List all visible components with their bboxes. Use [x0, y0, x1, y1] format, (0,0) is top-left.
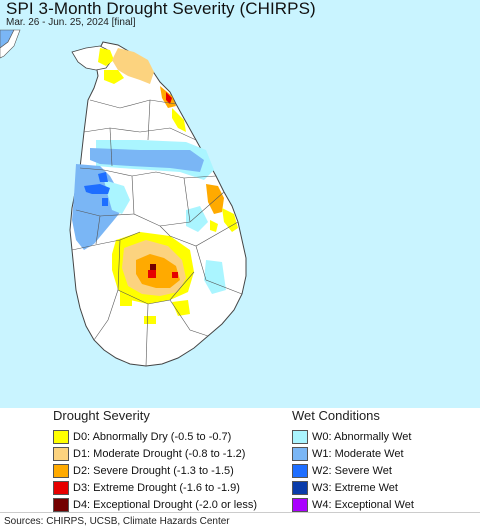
- drought-legend-item: D3: Extreme Drought (-1.6 to -1.9): [53, 480, 257, 496]
- source-credit: Sources: CHIRPS, UCSB, Climate Hazards C…: [4, 516, 230, 527]
- drought-legend-item: D4: Exceptional Drought (-2.0 or less): [53, 497, 257, 513]
- northeast-drought-d0: [172, 108, 186, 132]
- wet-legend-title: Wet Conditions: [292, 408, 380, 423]
- wet-legend-item: W1: Moderate Wet: [292, 446, 414, 462]
- wet-legend-item: W3: Extreme Wet: [292, 480, 414, 496]
- sri-lanka-map: [0, 29, 247, 367]
- east-drought-d0-b: [210, 220, 218, 232]
- west-wet-w2-c: [102, 198, 108, 206]
- district-boundaries: [71, 99, 243, 367]
- wet-legend-item: W2: Severe Wet: [292, 463, 414, 479]
- map-title: SPI 3-Month Drought Severity (CHIRPS): [6, 0, 316, 18]
- wet-legend-item: W0: Abnormally Wet: [292, 429, 414, 445]
- wet-legend: Wet Conditions W0: Abnormally Wet W1: Mod…: [292, 408, 414, 514]
- drought-legend-label: D1: Moderate Drought (-0.8 to -1.2): [73, 448, 246, 460]
- north-drought-d0: [104, 70, 124, 84]
- drought-legend-item: D0: Abnormally Dry (-0.5 to -0.7): [53, 429, 257, 445]
- wet-legend-item: W4: Exceptional Wet: [292, 497, 414, 513]
- drought-legend-item: D2: Severe Drought (-1.3 to -1.5): [53, 463, 257, 479]
- central-drought-d4: [150, 264, 156, 270]
- drought-legend-label: D4: Exceptional Drought (-2.0 or less): [73, 499, 258, 511]
- footer: Sources: CHIRPS, UCSB, Climate Hazards C…: [0, 512, 480, 530]
- drought-swatch: [53, 430, 69, 444]
- northeast-drought-d3: [166, 92, 172, 104]
- island-outline: [69, 41, 247, 367]
- south-drought-d0-a: [120, 292, 132, 306]
- north-drought-d1: [112, 48, 154, 84]
- wet-legend-label: W0: Abnormally Wet: [312, 431, 412, 443]
- map-area: SPI 3-Month Drought Severity (CHIRPS) Ma…: [0, 0, 480, 408]
- drought-legend-item: D1: Moderate Drought (-0.8 to -1.2): [53, 446, 257, 462]
- west-wet-w2-a: [84, 184, 110, 194]
- wet-legend-label: W3: Extreme Wet: [312, 482, 398, 494]
- drought-legend: Drought Severity D0: Abnormally Dry (-0.…: [53, 408, 257, 514]
- wet-swatch: [292, 481, 308, 495]
- wet-swatch: [292, 498, 308, 512]
- east-wet-w0: [186, 206, 208, 232]
- west-wet-w2-b: [98, 172, 108, 182]
- south-drought-d0-b: [172, 300, 190, 316]
- drought-swatch: [53, 447, 69, 461]
- central-drought-d3-a: [148, 270, 156, 278]
- drought-swatch: [53, 498, 69, 512]
- wet-swatch: [292, 447, 308, 461]
- drought-legend-label: D2: Severe Drought (-1.3 to -1.5): [73, 465, 234, 477]
- central-drought-d3-b: [172, 272, 178, 278]
- wet-legend-label: W4: Exceptional Wet: [312, 499, 414, 511]
- drought-swatch: [53, 481, 69, 495]
- east-drought-d1: [206, 184, 224, 214]
- wet-band-w1: [90, 148, 204, 172]
- india-landmass-land: [0, 29, 21, 59]
- central-drought-d2: [136, 254, 180, 288]
- west-wet-w0: [104, 180, 130, 214]
- east-drought-d0: [222, 208, 238, 232]
- map-subtitle: Mar. 26 - Jun. 25, 2024 [final]: [6, 17, 136, 28]
- wet-swatch: [292, 464, 308, 478]
- drought-legend-label: D3: Extreme Drought (-1.6 to -1.9): [73, 482, 240, 494]
- wet-legend-label: W2: Severe Wet: [312, 465, 392, 477]
- wet-legend-label: W1: Moderate Wet: [312, 448, 404, 460]
- legend: Drought Severity D0: Abnormally Dry (-0.…: [0, 408, 480, 512]
- wet-swatch: [292, 430, 308, 444]
- south-drought-d0-c: [144, 316, 156, 324]
- jaffna-drought: [98, 48, 114, 66]
- drought-legend-label: D0: Abnormally Dry (-0.5 to -0.7): [73, 431, 232, 443]
- drought-swatch: [53, 464, 69, 478]
- drought-legend-title: Drought Severity: [53, 408, 150, 423]
